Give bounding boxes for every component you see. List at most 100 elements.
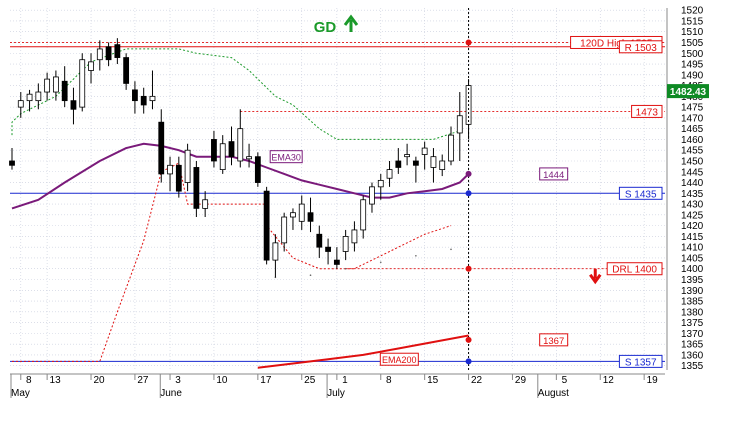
y-tick-label: 1500 — [681, 49, 704, 60]
candle-body — [448, 134, 454, 162]
candle-body — [114, 44, 121, 58]
level-label-box — [618, 186, 663, 200]
candle — [140, 87, 147, 114]
candle — [290, 208, 296, 230]
candle-body — [17, 100, 24, 108]
y-tick-label: 1490 — [681, 70, 704, 81]
ema200-label: EMA200 — [382, 355, 417, 365]
candle-body — [35, 91, 42, 102]
x-tick-label: 17 — [260, 375, 272, 386]
green-stop-line — [11, 48, 460, 140]
horizontal-levels — [10, 42, 665, 362]
level-label-box — [606, 262, 663, 276]
candle — [167, 156, 173, 192]
level-label: 120D High 1505 — [580, 38, 653, 49]
candle — [456, 92, 463, 161]
candle — [105, 42, 112, 67]
y-tick-label: 1460 — [681, 135, 704, 146]
candle — [202, 191, 209, 218]
x-month-label: June — [160, 388, 182, 399]
candle-body — [316, 233, 323, 248]
y-tick-label: 1390 — [681, 286, 704, 297]
level-label: S 1435 — [625, 189, 657, 200]
candle-body — [219, 143, 226, 171]
candle-body — [439, 160, 446, 171]
candle — [316, 225, 323, 258]
candle — [263, 186, 270, 265]
candle — [421, 141, 428, 170]
y-tick-label: 1515 — [681, 16, 704, 27]
x-tick-label: 3 — [175, 375, 181, 386]
x-tick-label: 8 — [386, 375, 392, 386]
candle-body — [184, 149, 191, 183]
y-tick-label: 1380 — [681, 307, 704, 318]
level-label: S 1357 — [625, 357, 657, 368]
y-tick-label: 1370 — [681, 329, 704, 340]
candle — [53, 70, 59, 101]
x-month-label: May — [11, 388, 30, 399]
up-arrow-icon — [343, 14, 359, 32]
candle-body — [132, 89, 138, 102]
value-box — [539, 333, 569, 347]
support-dot — [415, 254, 417, 257]
candle-body — [254, 156, 261, 183]
candle — [351, 221, 358, 252]
price-tag-label: 1482.43 — [670, 87, 707, 98]
y-tick-label: 1360 — [681, 350, 704, 361]
value-box-label: 1444 — [543, 170, 564, 181]
candle — [342, 229, 349, 261]
level-label-box — [618, 40, 663, 54]
y-tick-label: 1410 — [681, 243, 704, 254]
candle-body — [44, 78, 51, 93]
candle-body — [26, 93, 33, 102]
candle-body — [61, 80, 68, 102]
candle-body — [9, 160, 15, 166]
candle — [114, 38, 121, 65]
ema200-line — [257, 334, 469, 369]
candle — [377, 173, 384, 200]
candle — [246, 143, 252, 168]
candle-body — [281, 216, 288, 244]
candle-body — [342, 236, 349, 252]
y-tick-label: 1465 — [681, 124, 704, 135]
x-tick-label: 25 — [304, 375, 316, 386]
candle — [219, 135, 226, 174]
projection-point — [465, 170, 472, 177]
y-tick-label: 1420 — [681, 221, 704, 232]
candle-body — [298, 203, 305, 222]
candle — [430, 148, 437, 183]
candle — [88, 53, 94, 84]
candle-body — [377, 179, 384, 188]
level-label: 1473 — [636, 107, 659, 118]
support-dot — [309, 274, 312, 276]
candle-body — [53, 76, 59, 93]
y-tick-label: 1510 — [681, 27, 704, 38]
candle-body — [123, 57, 130, 84]
candle — [412, 156, 419, 183]
x-tick-label: 27 — [137, 375, 149, 386]
drl-down-arrow-icon — [589, 268, 602, 285]
candle — [448, 126, 454, 166]
candle — [298, 195, 305, 230]
level-label-box — [618, 354, 663, 368]
candle — [158, 109, 165, 183]
candle — [96, 40, 103, 71]
candle-body — [105, 46, 112, 61]
candle-body — [70, 100, 77, 110]
candle — [123, 53, 130, 90]
value-box-label: 1367 — [543, 336, 564, 347]
candle-body — [237, 128, 244, 162]
candle — [211, 130, 217, 168]
candle — [369, 182, 375, 213]
candle — [395, 148, 402, 174]
candle-body — [307, 212, 314, 222]
y-tick-label: 1495 — [681, 60, 704, 71]
candle — [360, 195, 367, 239]
projection-point — [465, 190, 472, 197]
candle — [35, 83, 42, 110]
candle-body — [404, 154, 411, 158]
level-label: R 1503 — [625, 43, 658, 54]
x-tick-label: 22 — [471, 375, 483, 386]
